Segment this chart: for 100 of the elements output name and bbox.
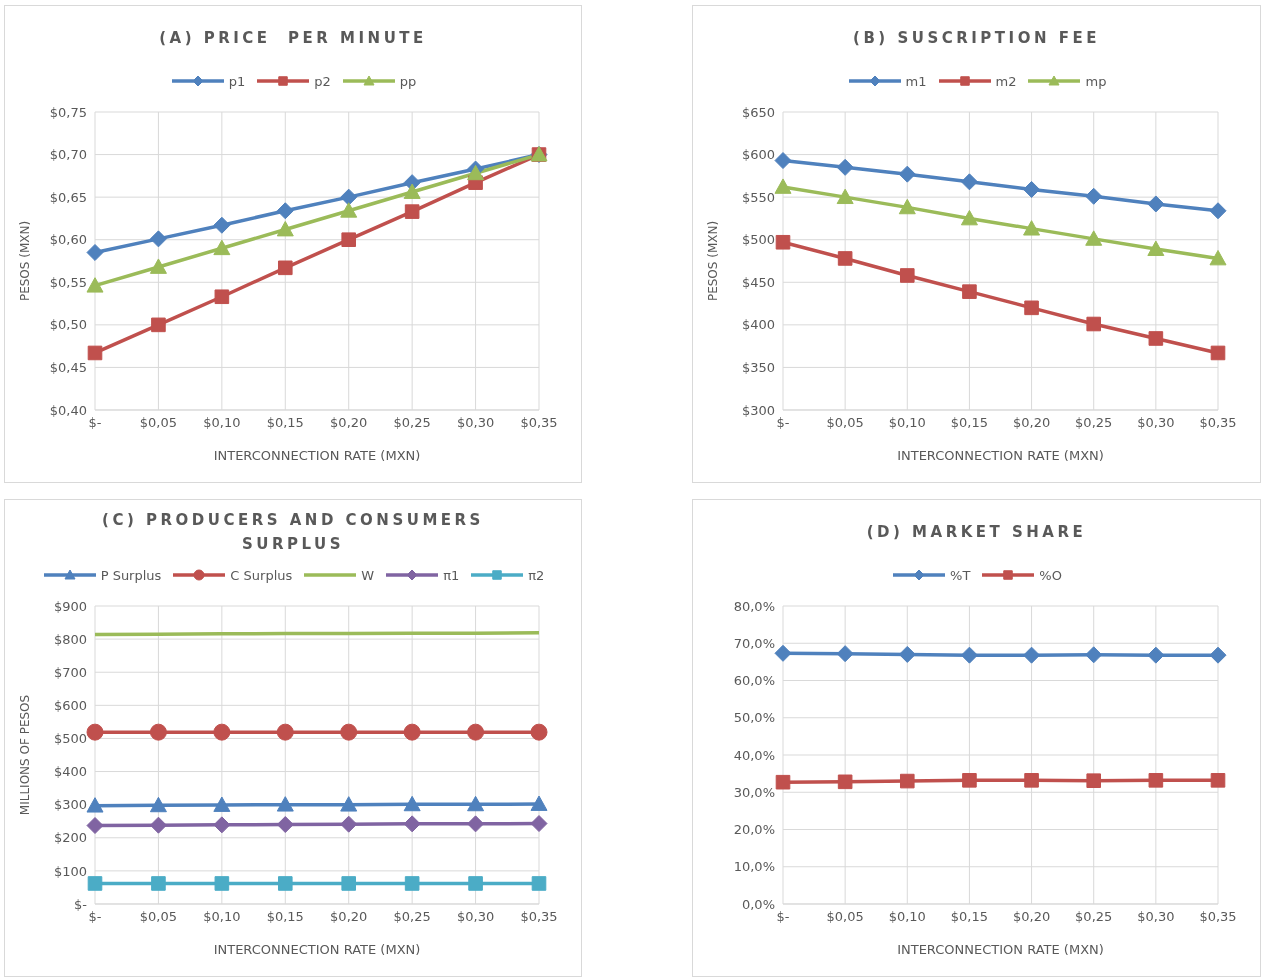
point (530, 723, 548, 741)
x-tick-label: $- (88, 909, 102, 925)
x-tick-label: $0,25 (1075, 909, 1113, 925)
legend-label: p2 (314, 73, 331, 89)
point (403, 795, 421, 812)
point (86, 817, 104, 835)
point (403, 183, 421, 199)
point (340, 796, 358, 812)
point (1209, 249, 1227, 266)
point (530, 815, 548, 833)
point (1024, 300, 1039, 316)
y-tick-label: $0,55 (49, 274, 87, 290)
x-tick-label: $0,10 (888, 909, 926, 925)
point (1085, 230, 1103, 246)
legend-label: m1 (905, 73, 927, 89)
point (775, 774, 791, 790)
point (276, 796, 294, 812)
point (341, 232, 357, 248)
point (962, 773, 977, 788)
point (467, 164, 485, 181)
x-tick-label: $0,35 (1199, 909, 1237, 925)
point (276, 816, 294, 834)
y-tick-label: 80,0% (733, 598, 775, 614)
x-tick-label: $0,30 (1137, 909, 1175, 925)
y-tick-label: 0,0% (741, 896, 775, 912)
x-tick-label: $- (88, 415, 102, 431)
x-tick-label: $0,25 (393, 415, 431, 431)
point (467, 795, 485, 812)
point (276, 723, 294, 741)
y-tick-label: $300 (741, 402, 775, 418)
point (467, 815, 485, 833)
point (837, 251, 853, 266)
point (1024, 773, 1039, 788)
chart-title: (B) SUSCRIPTION FEE (853, 28, 1100, 49)
y-tick-label: $0,40 (49, 402, 87, 418)
x-axis-title: INTERCONNECTION RATE (MXN) (213, 448, 421, 463)
y-tick-label: $500 (741, 232, 775, 248)
x-tick-label: $- (776, 415, 790, 431)
point (775, 234, 791, 250)
y-tick-label: $100 (53, 863, 87, 879)
x-tick-label: $0,20 (330, 909, 368, 925)
legend-label: pp (399, 73, 417, 89)
point (149, 258, 167, 274)
point (403, 723, 421, 741)
y-tick-label: 40,0% (733, 747, 775, 763)
point (404, 204, 420, 219)
y-tick-label: $0,45 (49, 360, 87, 376)
point (1023, 646, 1041, 664)
point (836, 158, 854, 176)
x-tick-label: $0,35 (520, 909, 558, 925)
y-tick-label: $0,50 (49, 317, 87, 333)
y-tick-label: $0,65 (49, 189, 87, 205)
point (1210, 345, 1226, 361)
y-axis-title: MILLIONS OF PESOS (18, 694, 33, 816)
y-tick-label: $0,60 (49, 232, 87, 248)
point (1148, 331, 1164, 346)
y-tick-label: $400 (53, 764, 87, 780)
legend-label: %O (1039, 567, 1062, 583)
point (898, 645, 916, 663)
y-axis-title: PESOS (MXN) (706, 220, 721, 302)
y-tick-label: $200 (53, 830, 87, 846)
point (151, 876, 166, 891)
point (340, 188, 358, 206)
point (960, 646, 978, 664)
point (898, 198, 916, 215)
x-tick-label: $0,15 (950, 909, 989, 925)
x-tick-label: $0,25 (1075, 415, 1113, 431)
point (1086, 773, 1102, 788)
point (86, 243, 104, 261)
y-tick-label: $500 (53, 731, 87, 747)
x-tick-label: $0,30 (1137, 415, 1175, 431)
point (468, 876, 483, 891)
legend-label: %T (950, 567, 971, 583)
point (1086, 316, 1102, 332)
point (531, 876, 547, 891)
point (899, 268, 915, 283)
point (774, 152, 792, 170)
point (213, 723, 231, 741)
x-tick-label: $0,20 (1012, 909, 1051, 925)
y-tick-label: $300 (53, 797, 87, 813)
x-tick-label: $0,35 (1199, 415, 1237, 431)
point (1023, 220, 1041, 236)
x-tick-label: $0,30 (456, 415, 495, 431)
point (1023, 180, 1041, 198)
x-tick-label: $0,15 (950, 415, 989, 431)
x-tick-label: $0,05 (139, 415, 178, 431)
point (213, 816, 231, 834)
y-tick-label: $0,75 (49, 104, 87, 120)
point (87, 345, 103, 361)
point (277, 876, 293, 891)
point (340, 723, 358, 741)
point (403, 815, 421, 833)
x-tick-label: $0,30 (456, 909, 495, 925)
y-tick-label: $350 (741, 360, 775, 376)
legend-label: m2 (995, 73, 1017, 89)
point (1085, 646, 1103, 664)
point (1085, 187, 1103, 205)
x-tick-label: $- (776, 909, 790, 925)
chart-title: (C) PRODUCERS AND CONSUMERS SURPLUS (101, 510, 485, 555)
point (774, 178, 792, 194)
